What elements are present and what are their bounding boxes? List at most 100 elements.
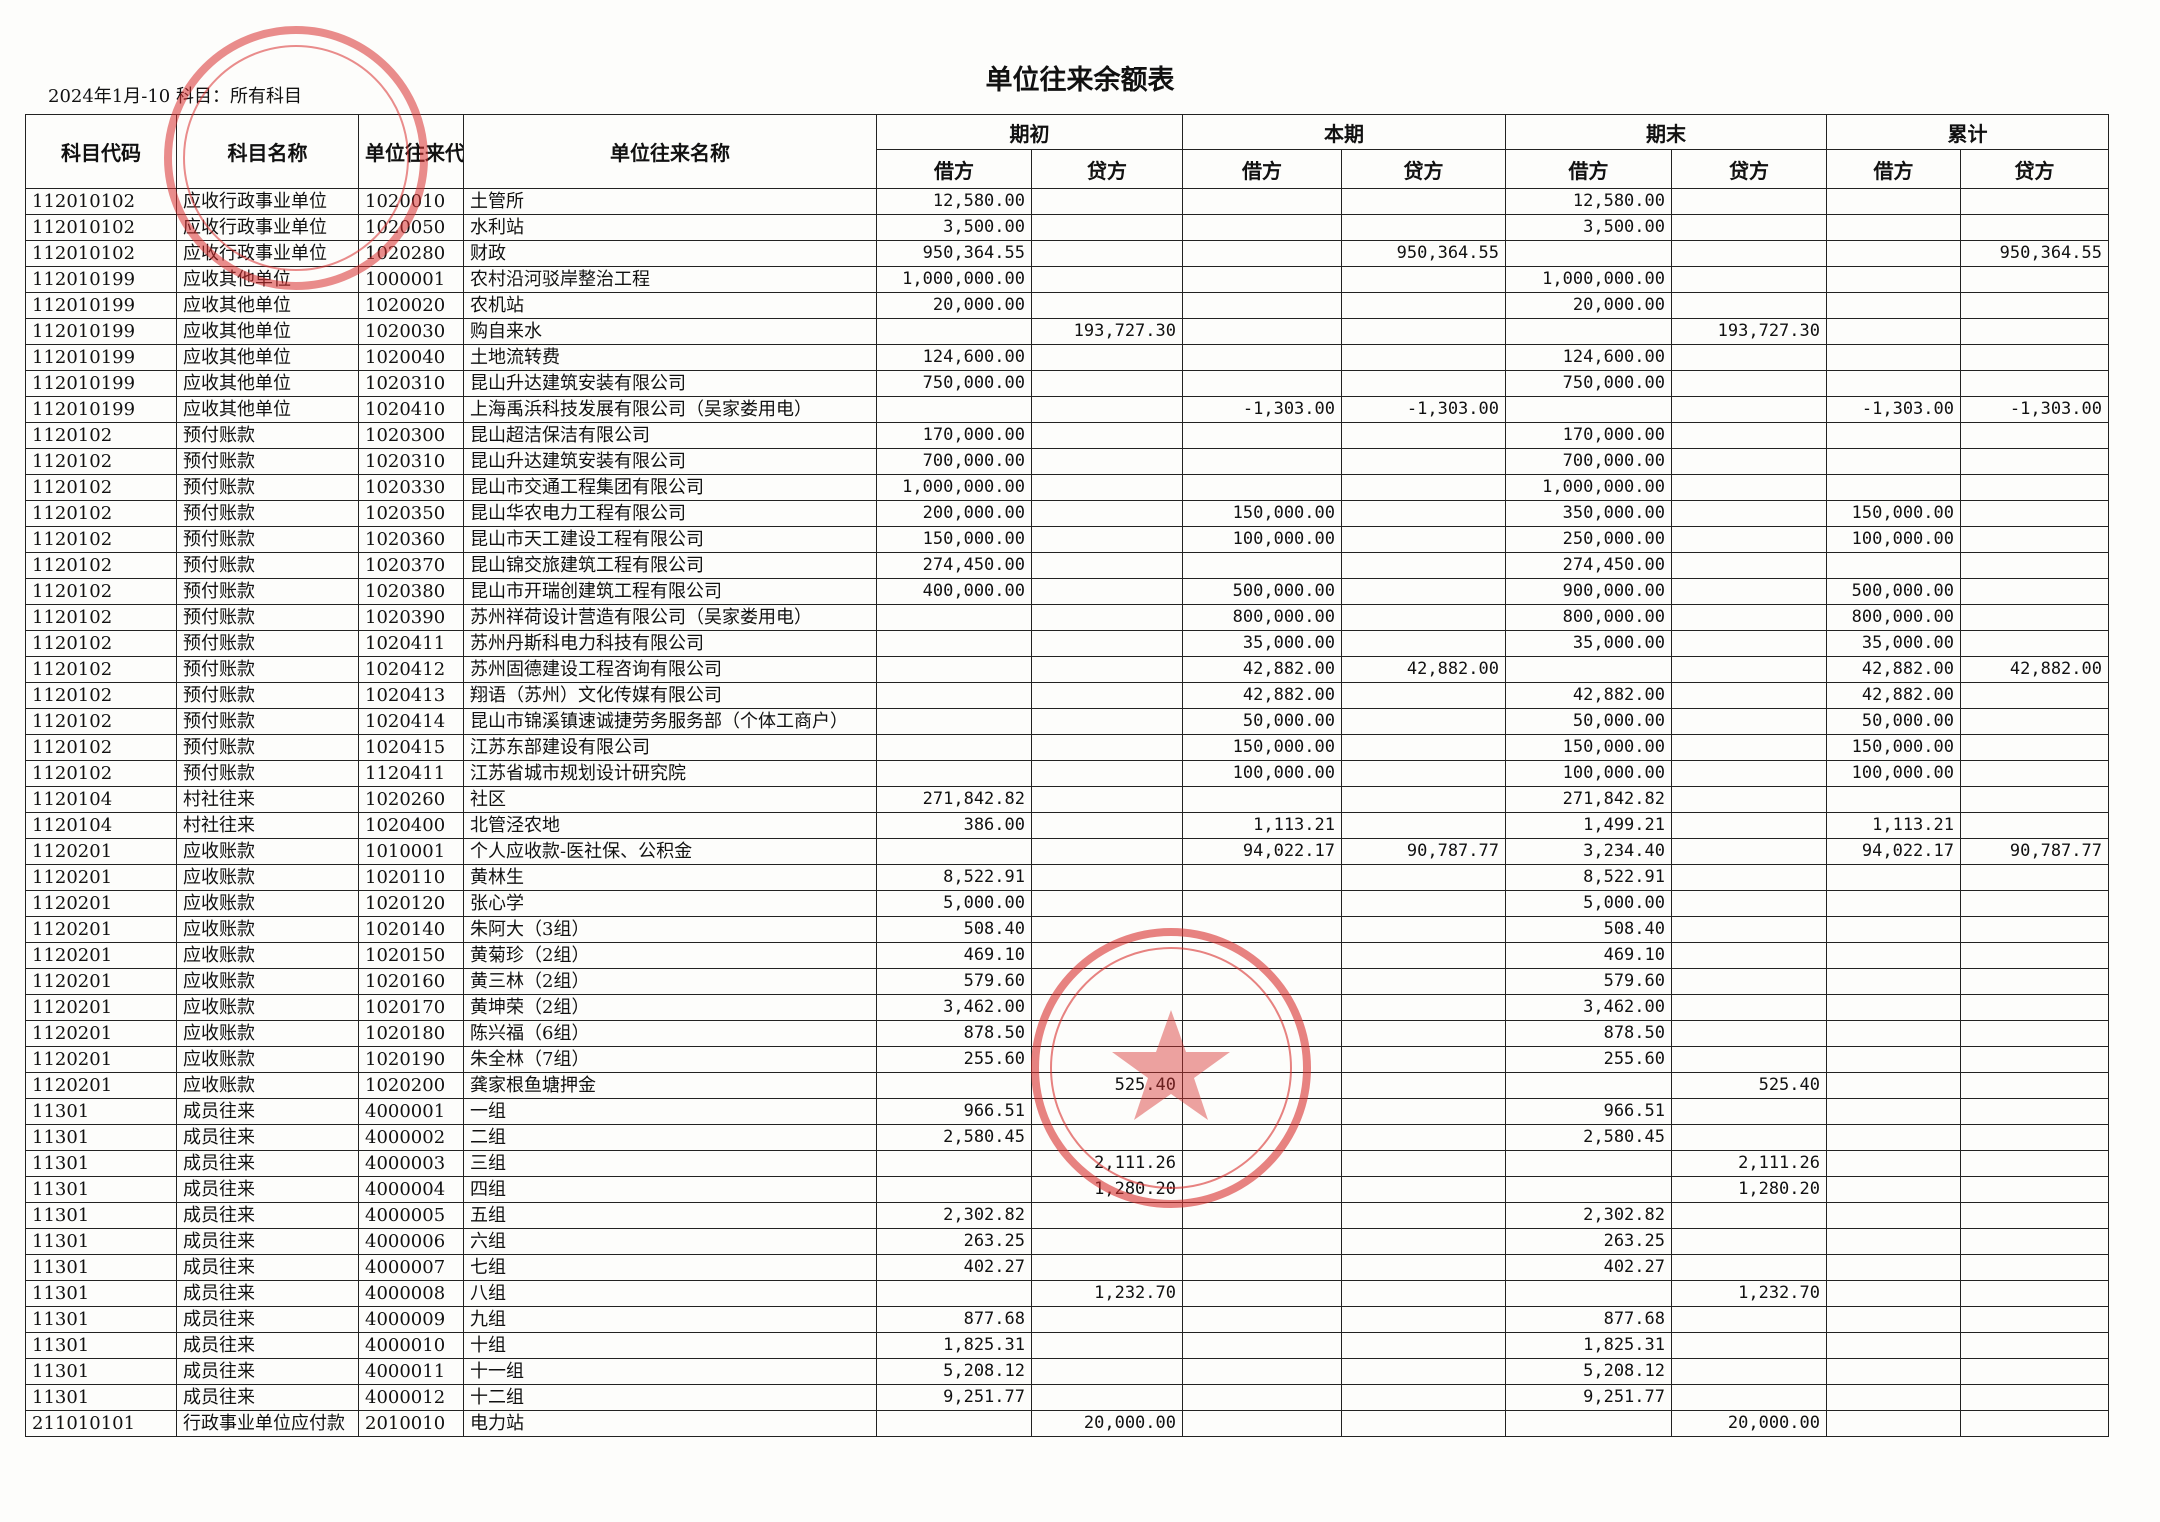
amount-cell (1341, 1280, 1506, 1307)
text-cell: 水利站 (463, 214, 877, 241)
text-cell: 1120102 (25, 708, 177, 735)
amount-cell: 525.40 (1671, 1072, 1827, 1099)
amount-cell: 579.60 (1505, 968, 1672, 995)
amount-cell (1182, 1332, 1342, 1359)
text-cell: 211010101 (25, 1410, 177, 1437)
amount-cell (1826, 188, 1961, 215)
amount-cell (1671, 1332, 1827, 1359)
amount-cell (1960, 968, 2109, 995)
amount-cell (1031, 682, 1183, 709)
text-cell: 江苏东部建设有限公司 (463, 734, 877, 761)
amount-cell (1182, 1306, 1342, 1333)
text-cell: 昆山升达建筑安装有限公司 (463, 370, 877, 397)
text-cell: 1120102 (25, 422, 177, 449)
amount-cell: 3,234.40 (1505, 838, 1672, 865)
amount-cell: 1,280.20 (1671, 1176, 1827, 1203)
amount-cell (1031, 422, 1183, 449)
amount-cell (1826, 292, 1961, 319)
sub-header: 借方 (1826, 149, 1961, 189)
text-cell: 预付账款 (176, 500, 359, 527)
amount-cell (1341, 318, 1506, 345)
amount-cell (1671, 1098, 1827, 1125)
text-cell: 4000005 (358, 1202, 464, 1229)
text-cell: 1120104 (25, 786, 177, 813)
amount-cell: 124,600.00 (876, 344, 1032, 371)
amount-cell (1826, 422, 1961, 449)
amount-cell: 20,000.00 (1031, 1410, 1183, 1437)
amount-cell: 750,000.00 (876, 370, 1032, 397)
text-cell: 1020390 (358, 604, 464, 631)
amount-cell: -1,303.00 (1182, 396, 1342, 423)
amount-cell (1341, 786, 1506, 813)
amount-cell (876, 760, 1032, 787)
group-header: 累计 (1826, 114, 2109, 150)
text-cell: 1120201 (25, 968, 177, 995)
text-cell: 预付账款 (176, 760, 359, 787)
amount-cell: 800,000.00 (1182, 604, 1342, 631)
amount-cell (1671, 890, 1827, 917)
amount-cell (1826, 942, 1961, 969)
text-cell: 112010199 (25, 292, 177, 319)
text-cell: 昆山市交通工程集团有限公司 (463, 474, 877, 501)
text-cell: 4000002 (358, 1124, 464, 1151)
text-cell: 二组 (463, 1124, 877, 1151)
amount-cell (1671, 942, 1827, 969)
table-row: 1120104 村社往来 1020260 社区 271,842.82 271,842.82 (25, 786, 2109, 813)
text-cell: 1020414 (358, 708, 464, 735)
sub-header: 贷方 (1960, 149, 2109, 189)
amount-cell (1671, 1124, 1827, 1151)
table-row: 1120201 应收账款 1020180 陈兴福（6组） 878.50 878.50 (25, 1020, 2109, 1047)
amount-cell (1341, 942, 1506, 969)
balance-table: 科目代码科目名称单位往来代码单位往来名称期初本期期末累计借方贷方借方贷方借方贷方… (25, 114, 2109, 1437)
amount-cell: 8,522.91 (1505, 864, 1672, 891)
text-cell: 1120102 (25, 682, 177, 709)
text-cell: 11301 (25, 1254, 177, 1281)
amount-cell: 250,000.00 (1505, 526, 1672, 553)
amount-cell (1960, 214, 2109, 241)
text-cell: 成员往来 (176, 1254, 359, 1281)
amount-cell: 5,208.12 (876, 1358, 1032, 1385)
text-cell: 成员往来 (176, 1202, 359, 1229)
amount-cell (1671, 214, 1827, 241)
amount-cell (1341, 552, 1506, 579)
amount-cell (1826, 968, 1961, 995)
amount-cell: 94,022.17 (1826, 838, 1961, 865)
amount-cell (1826, 1150, 1961, 1177)
text-cell: 1020180 (358, 1020, 464, 1047)
amount-cell (1960, 188, 2109, 215)
text-cell: 1020010 (358, 188, 464, 215)
amount-cell: 1,113.21 (1826, 812, 1961, 839)
text-cell: 1020260 (358, 786, 464, 813)
text-cell: 朱阿大（3组） (463, 916, 877, 943)
text-cell: 1020020 (358, 292, 464, 319)
text-cell: 成员往来 (176, 1098, 359, 1125)
amount-cell (1031, 474, 1183, 501)
text-cell: 六组 (463, 1228, 877, 1255)
amount-cell (1341, 760, 1506, 787)
text-cell: 上海禹浜科技发展有限公司（吴家娄用电） (463, 396, 877, 423)
amount-cell (1826, 1384, 1961, 1411)
table-row: 11301 成员往来 4000005 五组 2,302.82 2,302.82 (25, 1202, 2109, 1229)
amount-cell (1182, 370, 1342, 397)
amount-cell (876, 734, 1032, 761)
amount-cell (1031, 1384, 1183, 1411)
amount-cell: 1,499.21 (1505, 812, 1672, 839)
amount-cell: 42,882.00 (1505, 682, 1672, 709)
amount-cell: 170,000.00 (1505, 422, 1672, 449)
amount-cell: 42,882.00 (1960, 656, 2109, 683)
amount-cell (1031, 1124, 1183, 1151)
amount-cell (1960, 1228, 2109, 1255)
amount-cell: 100,000.00 (1826, 760, 1961, 787)
text-cell: 1120102 (25, 552, 177, 579)
text-cell: 4000011 (358, 1358, 464, 1385)
text-cell: 应收其他单位 (176, 344, 359, 371)
text-cell: 112010199 (25, 370, 177, 397)
table-row: 11301 成员往来 4000009 九组 877.68 877.68 (25, 1306, 2109, 1333)
table-row: 1120102 预付账款 1020380 昆山市开瑞创建筑工程有限公司 400,000.… (25, 578, 2109, 605)
amount-cell: 170,000.00 (876, 422, 1032, 449)
text-cell: 应收账款 (176, 1020, 359, 1047)
sub-header: 贷方 (1341, 149, 1506, 189)
amount-cell (1826, 1072, 1961, 1099)
amount-cell (1826, 1046, 1961, 1073)
text-cell: 应收账款 (176, 916, 359, 943)
